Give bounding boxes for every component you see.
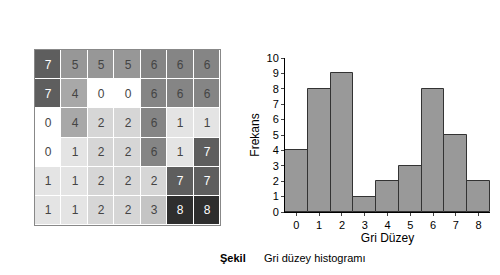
svg-text:7: 7 xyxy=(177,174,184,188)
svg-text:6: 6 xyxy=(204,58,211,72)
svg-text:10: 10 xyxy=(267,52,279,64)
svg-text:4: 4 xyxy=(273,144,279,156)
svg-text:0: 0 xyxy=(125,87,132,101)
svg-text:6: 6 xyxy=(273,113,279,125)
svg-text:0: 0 xyxy=(45,145,52,159)
svg-text:1: 1 xyxy=(72,145,79,159)
svg-text:Frekans: Frekans xyxy=(248,113,262,156)
svg-text:7: 7 xyxy=(453,219,459,231)
svg-text:8: 8 xyxy=(204,203,211,217)
svg-text:5: 5 xyxy=(72,58,79,72)
svg-text:4: 4 xyxy=(72,87,79,101)
svg-text:8: 8 xyxy=(177,203,184,217)
svg-text:1: 1 xyxy=(273,190,279,202)
svg-text:3: 3 xyxy=(273,160,279,172)
svg-text:Şekil: Şekil xyxy=(220,252,246,264)
svg-text:1: 1 xyxy=(177,116,184,130)
svg-text:2: 2 xyxy=(125,203,132,217)
svg-text:6: 6 xyxy=(204,87,211,101)
svg-text:2: 2 xyxy=(98,174,105,188)
svg-text:7: 7 xyxy=(45,58,52,72)
svg-text:4: 4 xyxy=(72,116,79,130)
svg-text:5: 5 xyxy=(98,58,105,72)
svg-text:7: 7 xyxy=(45,87,52,101)
svg-text:0: 0 xyxy=(273,206,279,218)
svg-text:2: 2 xyxy=(125,145,132,159)
svg-text:6: 6 xyxy=(151,58,158,72)
svg-text:1: 1 xyxy=(45,203,52,217)
svg-text:3: 3 xyxy=(151,203,158,217)
svg-text:Gri düzey histogramı: Gri düzey histogramı xyxy=(264,252,365,264)
svg-text:6: 6 xyxy=(151,145,158,159)
svg-text:5: 5 xyxy=(273,129,279,141)
svg-text:2: 2 xyxy=(151,174,158,188)
svg-text:2: 2 xyxy=(98,145,105,159)
svg-text:3: 3 xyxy=(362,219,368,231)
svg-text:2: 2 xyxy=(125,116,132,130)
svg-text:1: 1 xyxy=(177,145,184,159)
svg-text:8: 8 xyxy=(273,83,279,95)
svg-text:1: 1 xyxy=(204,116,211,130)
svg-text:2: 2 xyxy=(98,116,105,130)
svg-text:5: 5 xyxy=(407,219,413,231)
svg-text:8: 8 xyxy=(476,219,482,231)
svg-text:1: 1 xyxy=(72,174,79,188)
svg-text:0: 0 xyxy=(293,219,299,231)
svg-text:7: 7 xyxy=(273,98,279,110)
svg-text:9: 9 xyxy=(273,67,279,79)
svg-text:6: 6 xyxy=(177,87,184,101)
svg-text:1: 1 xyxy=(316,219,322,231)
svg-text:0: 0 xyxy=(45,116,52,130)
svg-text:7: 7 xyxy=(204,145,211,159)
svg-text:2: 2 xyxy=(273,175,279,187)
svg-text:5: 5 xyxy=(125,58,132,72)
svg-text:6: 6 xyxy=(151,87,158,101)
svg-text:7: 7 xyxy=(204,174,211,188)
svg-text:2: 2 xyxy=(98,203,105,217)
svg-text:4: 4 xyxy=(384,219,390,231)
svg-text:0: 0 xyxy=(98,87,105,101)
svg-text:2: 2 xyxy=(339,219,345,231)
svg-text:1: 1 xyxy=(72,203,79,217)
svg-text:Gri Düzey: Gri Düzey xyxy=(361,231,414,245)
svg-text:2: 2 xyxy=(125,174,132,188)
svg-text:6: 6 xyxy=(177,58,184,72)
svg-text:6: 6 xyxy=(430,219,436,231)
svg-text:1: 1 xyxy=(45,174,52,188)
svg-text:6: 6 xyxy=(151,116,158,130)
